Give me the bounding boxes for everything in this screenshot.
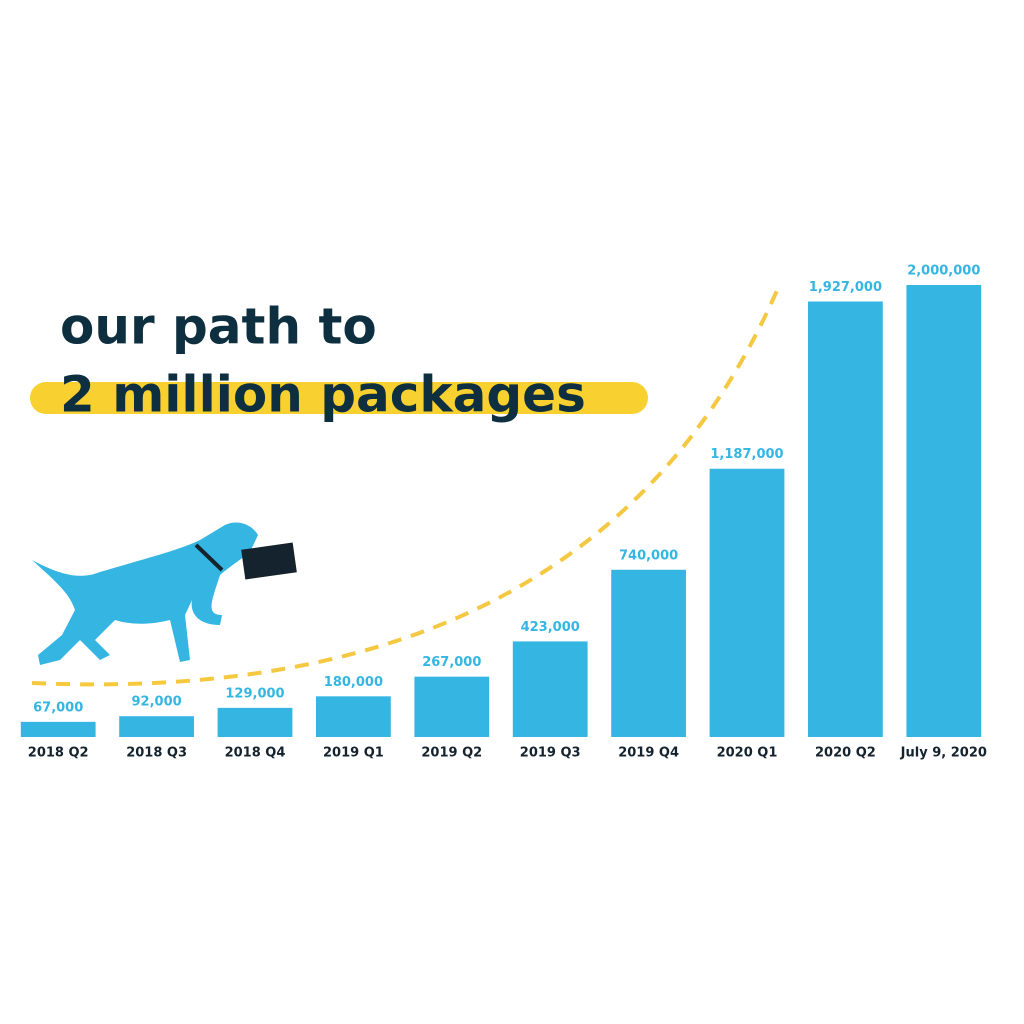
bar <box>709 468 785 737</box>
title-highlight <box>30 382 648 414</box>
value-label: 1,187,000 <box>710 447 783 462</box>
x-tick-label: 2019 Q1 <box>323 746 384 761</box>
x-tick-label: 2018 Q3 <box>126 746 187 761</box>
value-label: 2,000,000 <box>907 264 980 279</box>
value-label: 180,000 <box>324 675 383 690</box>
value-label: 67,000 <box>33 700 83 715</box>
bar <box>512 641 588 737</box>
bar <box>906 285 982 737</box>
trend-curve <box>31 287 780 687</box>
bar <box>611 569 686 737</box>
x-tick-label: 2019 Q4 <box>618 746 679 761</box>
x-tick-label: 2018 Q2 <box>28 746 89 761</box>
value-label: 129,000 <box>225 686 284 701</box>
bar <box>20 721 96 737</box>
bar <box>217 707 293 737</box>
value-label: 267,000 <box>422 655 481 670</box>
dog-illustration <box>32 522 297 665</box>
bar <box>119 716 194 737</box>
value-label: 740,000 <box>619 548 678 563</box>
x-tick-label: 2019 Q3 <box>520 746 581 761</box>
x-tick-label: 2019 Q2 <box>421 746 482 761</box>
value-label: 423,000 <box>521 620 580 635</box>
chart-subtitle: 2 million packages <box>60 366 586 424</box>
value-label: 92,000 <box>132 695 182 710</box>
bar <box>808 301 883 737</box>
bar <box>414 676 490 737</box>
x-tick-label: 2020 Q2 <box>815 746 876 761</box>
value-label: 1,927,000 <box>809 280 882 295</box>
chart-title: our path to <box>60 298 377 356</box>
x-tick-label: July 9, 2020 <box>900 746 987 761</box>
bar <box>316 696 391 737</box>
x-tick-label: 2018 Q4 <box>225 746 286 761</box>
x-tick-label: 2020 Q1 <box>717 746 778 761</box>
